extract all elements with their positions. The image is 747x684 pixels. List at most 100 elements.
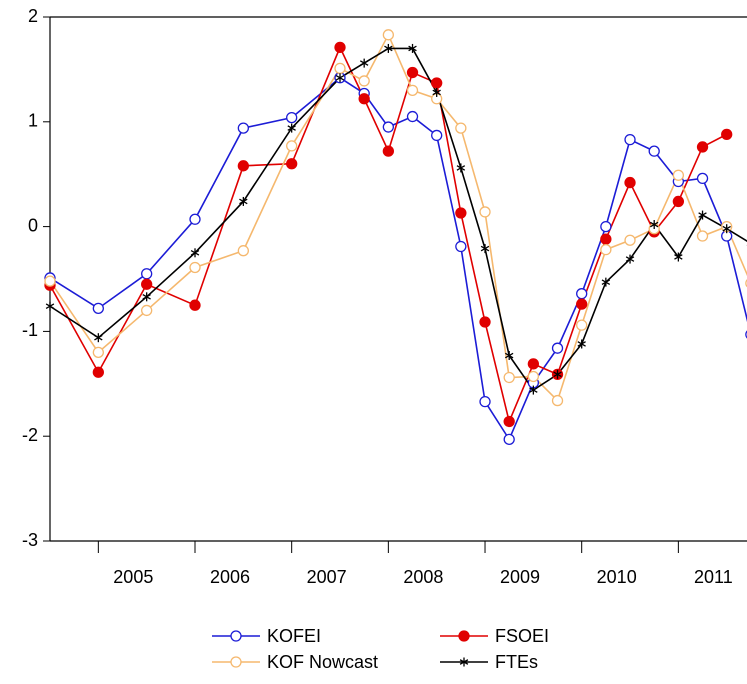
asterisk-stroke [190,249,200,256]
point [237,122,249,134]
point [649,220,659,230]
point [696,172,709,185]
point [382,121,394,133]
point [408,43,417,53]
point [431,129,443,142]
y-tick-label: 0 [28,215,38,235]
point [335,73,345,83]
x-tick-label: 2010 [597,567,637,587]
x-tick-label: 2006 [210,567,250,587]
asterisk-stroke [504,352,514,359]
point [576,319,588,331]
point [190,248,200,258]
point [358,93,370,105]
point [92,366,104,378]
point [672,169,685,181]
point [432,87,441,97]
y-tick-label: -1 [22,320,38,340]
point [624,176,636,189]
point [455,207,467,219]
point [648,145,660,157]
asterisk-stroke [142,294,151,300]
point [479,206,491,218]
point [458,630,470,642]
x-tick-label: 2011 [694,567,733,587]
point [459,657,469,667]
asterisk-stroke [553,371,562,378]
series-line [49,47,747,392]
point [287,123,296,133]
point [44,275,56,287]
point [674,252,683,262]
point [479,316,491,328]
point [551,394,564,407]
asterisk-stroke [649,221,659,228]
point [527,358,540,370]
point [503,433,515,445]
x-tick-label: 2007 [307,567,347,587]
point [721,128,733,141]
point [230,656,242,668]
legend-label: FSOEI [495,626,549,646]
asterisk-stroke [45,303,55,310]
point [551,342,564,354]
asterisk-stroke [625,256,635,262]
point [624,234,636,246]
point [553,369,562,379]
asterisk-stroke [698,212,707,218]
point [479,395,491,408]
point [237,160,249,172]
point [431,77,443,89]
point [189,299,201,311]
point [237,245,249,257]
point [696,141,709,153]
legend-label: KOFEI [267,626,321,646]
point [456,163,466,173]
y-tick-label: -3 [22,530,38,550]
point [696,230,709,242]
point [480,244,490,254]
asterisk-stroke [480,245,490,252]
point [503,415,515,428]
legend: KOFEI FSOEI KOF Nowcast FTEs [212,626,549,672]
plot-area [44,29,747,445]
point [230,630,242,642]
point [576,298,588,310]
asterisk-stroke [674,254,683,260]
x-tick-label: 2008 [403,567,443,587]
y-tick-label: 1 [28,111,38,131]
asterisk-stroke [529,387,538,393]
point [527,370,540,383]
point [722,224,731,234]
point [92,302,104,314]
point [406,66,419,79]
point [577,339,586,349]
asterisk-stroke [456,165,466,171]
point [141,268,153,280]
asterisk-stroke [287,125,296,131]
point [529,385,538,395]
point [384,43,393,53]
asterisk-stroke [94,334,103,341]
point [600,233,612,245]
asterisk-stroke [722,225,731,232]
point [239,196,248,206]
point [698,210,707,220]
x-tick-label: 2009 [500,567,540,587]
series-line [49,32,747,403]
x-tick-label: 2005 [113,567,153,587]
point [334,41,346,54]
point [503,371,515,384]
asterisk-stroke [384,45,393,52]
point [141,278,153,290]
point [455,240,467,253]
asterisk-stroke [359,60,369,66]
asterisk-stroke [335,74,345,81]
series-line [49,45,728,425]
legend-label: FTEs [495,652,538,672]
point [142,292,151,302]
point [286,140,298,152]
point [455,122,467,134]
point [601,277,611,287]
